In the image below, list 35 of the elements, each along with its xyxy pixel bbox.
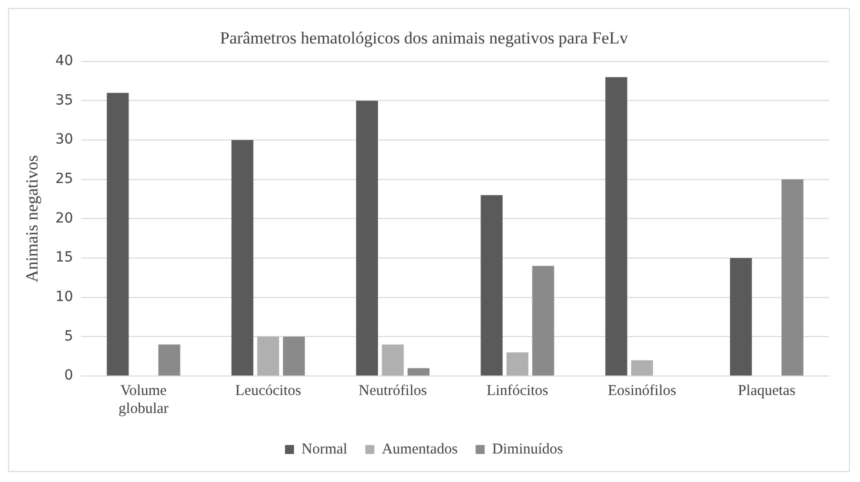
bar [382, 344, 404, 376]
bar [631, 360, 653, 376]
x-tick-label: Plaquetas [738, 382, 796, 399]
x-tick-label: Leucócitos [235, 382, 302, 399]
x-tick-label: Eosinófilos [608, 382, 676, 399]
x-tick-label: Neutrófilos [358, 382, 428, 399]
bar [231, 140, 254, 376]
y-tick-label: 20 [55, 210, 74, 226]
legend-label: Aumentados [382, 441, 458, 458]
bar [158, 344, 180, 376]
y-tick-label: 35 [55, 92, 74, 108]
bar [532, 266, 554, 376]
y-tick-label: 10 [55, 288, 74, 305]
bar [408, 368, 430, 376]
x-tick-label: Linfócitos [486, 382, 548, 399]
bar [781, 179, 804, 376]
x-tick-label: Volume globular [118, 382, 169, 417]
y-tick-label: 15 [55, 250, 74, 266]
bar [282, 336, 305, 376]
legend-label: Normal [302, 441, 348, 458]
bar [356, 100, 378, 376]
bar [605, 77, 628, 376]
y-tick-label: 30 [55, 132, 74, 148]
y-tick-label: 25 [55, 171, 74, 188]
y-axis-title: Animais negativos [22, 155, 42, 282]
bar [506, 352, 528, 376]
legend-label: Diminuídos [492, 441, 564, 458]
bar [257, 336, 280, 376]
y-tick-label: 5 [64, 328, 74, 344]
y-tick-label: 40 [55, 53, 74, 70]
bar [106, 92, 129, 376]
bar [480, 195, 503, 376]
y-tick-label: 0 [64, 368, 74, 384]
chart-title: Parâmetros hematológicos dos animais negativos para FeLv [220, 28, 628, 48]
bar [730, 258, 752, 376]
